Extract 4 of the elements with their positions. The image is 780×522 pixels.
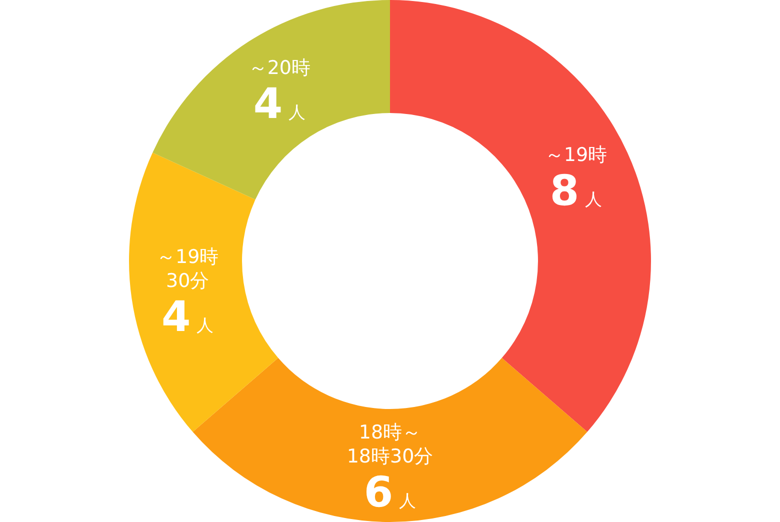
slice-label: ～19時 30分: [156, 246, 219, 292]
slice-label: ～20時: [248, 56, 311, 79]
slice-label: 18時～ 18時30分: [346, 422, 434, 468]
slice-label: ～19時: [544, 144, 608, 166]
